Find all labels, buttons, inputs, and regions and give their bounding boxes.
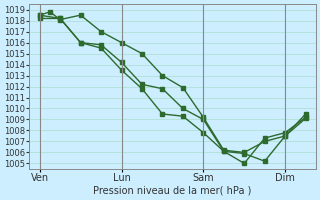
X-axis label: Pression niveau de la mer( hPa ): Pression niveau de la mer( hPa ): [93, 186, 252, 196]
